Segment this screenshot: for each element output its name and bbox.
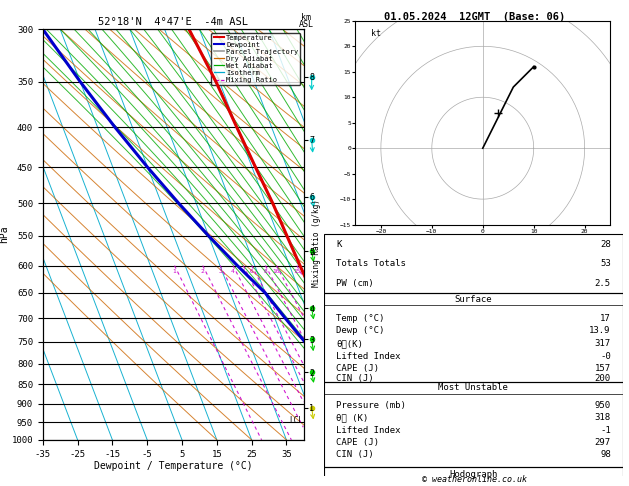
Text: © weatheronline.co.uk: © weatheronline.co.uk xyxy=(423,474,527,484)
Text: CAPE (J): CAPE (J) xyxy=(336,438,379,447)
Text: Hodograph: Hodograph xyxy=(449,469,498,479)
Legend: Temperature, Dewpoint, Parcel Trajectory, Dry Adiabat, Wet Adiabat, Isotherm, Mi: Temperature, Dewpoint, Parcel Trajectory… xyxy=(211,33,300,85)
Text: CIN (J): CIN (J) xyxy=(336,374,374,383)
Text: 13.9: 13.9 xyxy=(589,326,611,335)
Text: 950: 950 xyxy=(594,401,611,410)
Text: 4: 4 xyxy=(231,269,235,274)
Y-axis label: hPa: hPa xyxy=(0,226,9,243)
Bar xyxy=(324,293,623,382)
Text: LCL: LCL xyxy=(289,416,303,425)
Bar xyxy=(324,382,623,467)
Text: 2.5: 2.5 xyxy=(594,278,611,288)
Text: 2: 2 xyxy=(201,269,204,274)
Text: 15: 15 xyxy=(293,269,301,274)
Text: 10: 10 xyxy=(272,269,280,274)
Text: ASL: ASL xyxy=(299,20,314,29)
Text: 157: 157 xyxy=(594,364,611,373)
Text: Totals Totals: Totals Totals xyxy=(336,259,406,268)
Text: 53: 53 xyxy=(600,259,611,268)
Bar xyxy=(324,234,623,293)
Text: Mixing Ratio (g/kg): Mixing Ratio (g/kg) xyxy=(312,199,321,287)
Text: θᴇ (K): θᴇ (K) xyxy=(336,414,368,422)
Text: 8: 8 xyxy=(264,269,267,274)
Text: 01.05.2024  12GMT  (Base: 06): 01.05.2024 12GMT (Base: 06) xyxy=(384,12,565,22)
Text: 1: 1 xyxy=(172,269,176,274)
Title: 52°18'N  4°47'E  -4m ASL: 52°18'N 4°47'E -4m ASL xyxy=(98,17,248,27)
Text: km: km xyxy=(301,13,311,22)
Text: 200: 200 xyxy=(594,374,611,383)
Text: Pressure (mb): Pressure (mb) xyxy=(336,401,406,410)
Text: -1: -1 xyxy=(600,426,611,434)
Text: 5: 5 xyxy=(242,269,245,274)
Text: CAPE (J): CAPE (J) xyxy=(336,364,379,373)
Text: Most Unstable: Most Unstable xyxy=(438,383,508,392)
Text: -0: -0 xyxy=(600,352,611,361)
Text: θᴇ(K): θᴇ(K) xyxy=(336,339,363,348)
Text: kt: kt xyxy=(370,29,381,38)
Text: 6: 6 xyxy=(250,269,253,274)
Text: Surface: Surface xyxy=(455,295,492,304)
Text: 3: 3 xyxy=(218,269,222,274)
Text: 317: 317 xyxy=(594,339,611,348)
Text: 17: 17 xyxy=(600,313,611,323)
Bar xyxy=(324,467,623,486)
Text: Lifted Index: Lifted Index xyxy=(336,426,401,434)
Text: 318: 318 xyxy=(594,414,611,422)
Text: CIN (J): CIN (J) xyxy=(336,450,374,459)
Text: K: K xyxy=(336,240,342,249)
Text: 28: 28 xyxy=(600,240,611,249)
Text: PW (cm): PW (cm) xyxy=(336,278,374,288)
Text: Lifted Index: Lifted Index xyxy=(336,352,401,361)
X-axis label: Dewpoint / Temperature (°C): Dewpoint / Temperature (°C) xyxy=(94,461,253,471)
Text: Temp (°C): Temp (°C) xyxy=(336,313,384,323)
Text: 297: 297 xyxy=(594,438,611,447)
Text: Dewp (°C): Dewp (°C) xyxy=(336,326,384,335)
Text: 98: 98 xyxy=(600,450,611,459)
